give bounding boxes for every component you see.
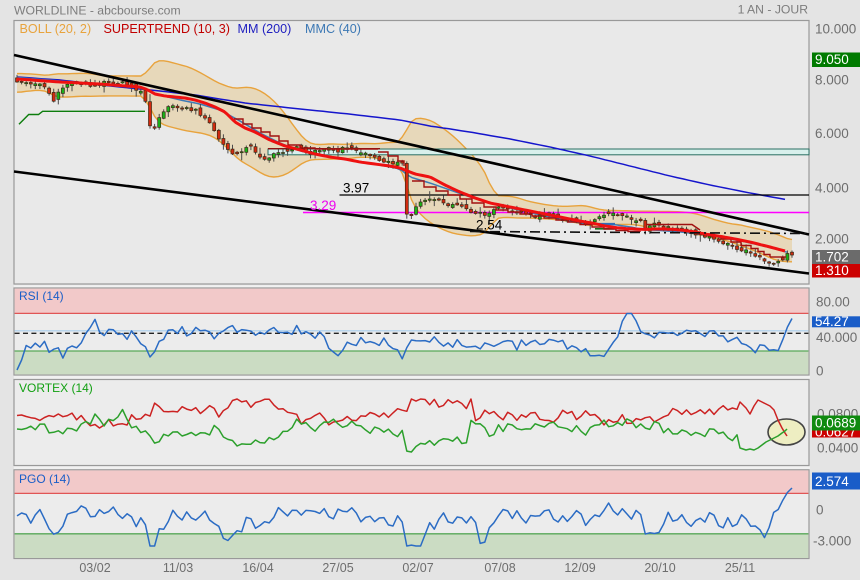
svg-text:2.54: 2.54	[476, 218, 503, 233]
svg-text:16/04: 16/04	[242, 561, 273, 575]
svg-text:-3.000: -3.000	[813, 534, 851, 549]
svg-text:6.000: 6.000	[815, 126, 849, 141]
svg-text:0.0400: 0.0400	[817, 441, 858, 456]
svg-text:11/03: 11/03	[163, 561, 193, 575]
svg-text:20/10: 20/10	[644, 561, 675, 575]
svg-text:40.000: 40.000	[816, 330, 857, 345]
svg-text:1.702: 1.702	[815, 249, 849, 264]
svg-text:02/07: 02/07	[402, 561, 433, 575]
svg-text:1.310: 1.310	[815, 263, 849, 278]
svg-text:9.050: 9.050	[815, 52, 849, 67]
svg-text:1 AN - JOUR: 1 AN - JOUR	[738, 3, 809, 17]
svg-text:MMC (40): MMC (40)	[305, 22, 361, 36]
svg-text:12/09: 12/09	[564, 561, 595, 575]
svg-text:25/11: 25/11	[725, 561, 755, 575]
svg-text:SUPERTREND (10, 3): SUPERTREND (10, 3)	[104, 22, 230, 36]
svg-text:54.27: 54.27	[815, 314, 849, 329]
svg-text:0.0689: 0.0689	[815, 416, 856, 431]
svg-text:10.000: 10.000	[815, 22, 856, 37]
svg-text:07/08: 07/08	[484, 561, 515, 575]
svg-text:2.000: 2.000	[815, 232, 849, 247]
svg-text:WORLDLINE - abcbourse.com: WORLDLINE - abcbourse.com	[14, 4, 181, 18]
svg-text:0: 0	[816, 503, 824, 518]
svg-text:VORTEX (14): VORTEX (14)	[19, 381, 93, 395]
svg-text:03/02: 03/02	[79, 561, 110, 575]
svg-text:PGO (14): PGO (14)	[19, 472, 70, 486]
svg-text:3.29: 3.29	[310, 198, 336, 213]
svg-text:80.00: 80.00	[816, 295, 850, 310]
svg-text:RSI (14): RSI (14)	[19, 289, 64, 303]
svg-text:BOLL (20, 2): BOLL (20, 2)	[20, 22, 92, 36]
svg-text:27/05: 27/05	[322, 561, 353, 575]
svg-text:0: 0	[816, 364, 824, 379]
svg-text:2.574: 2.574	[815, 474, 849, 489]
svg-text:3.97: 3.97	[343, 181, 369, 196]
svg-text:MM (200): MM (200)	[238, 22, 292, 36]
svg-text:8.000: 8.000	[815, 72, 849, 87]
svg-text:4.000: 4.000	[815, 180, 849, 195]
